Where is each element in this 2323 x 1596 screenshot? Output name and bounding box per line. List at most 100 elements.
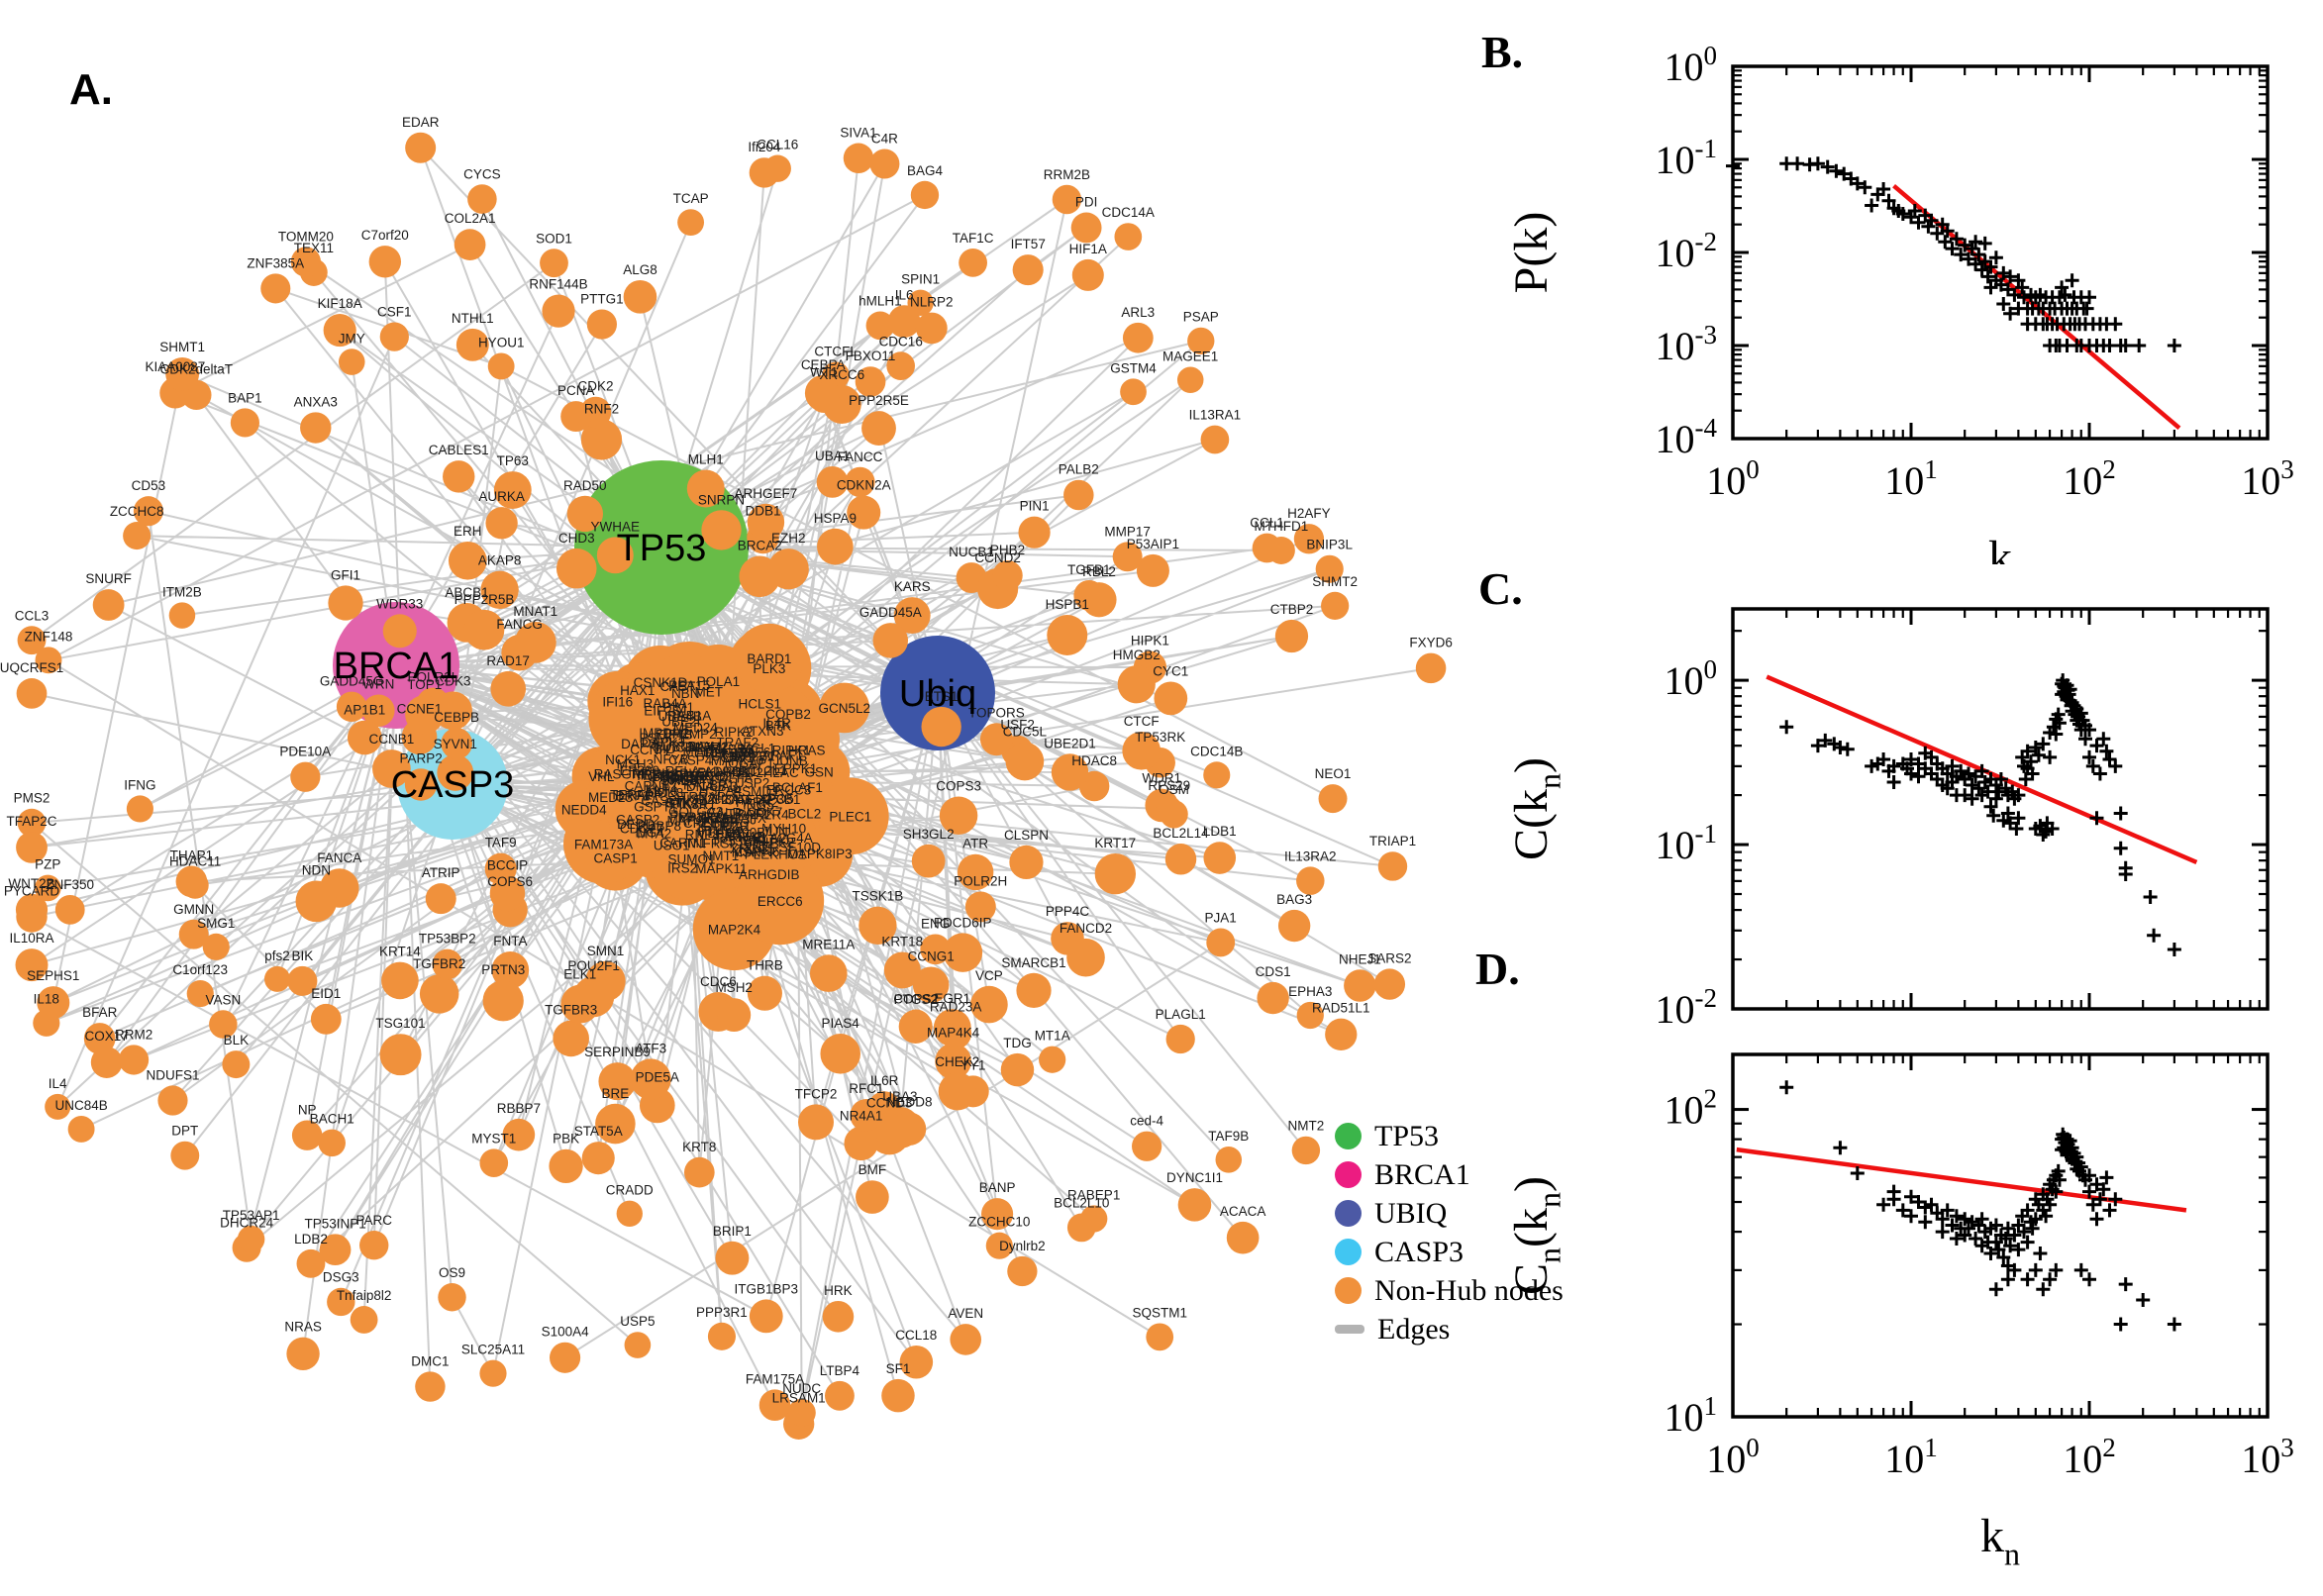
gene-label: HDAC11	[169, 854, 221, 869]
gene-label: H2AFX	[724, 811, 767, 826]
gene-label: LRSAM1	[772, 1391, 826, 1406]
non-hub-node	[1206, 928, 1236, 957]
non-hub-node	[921, 706, 961, 748]
gene-label: BRF1	[616, 789, 651, 804]
gene-label: TOPORS	[968, 705, 1025, 720]
non-hub-node	[123, 522, 152, 550]
non-hub-node	[596, 537, 634, 574]
gene-label: PPP2R5B	[454, 592, 515, 607]
gene-label: MET	[695, 684, 724, 699]
gene-label: ZCCHC8	[110, 504, 164, 519]
gene-label: hMLH1	[858, 294, 902, 309]
non-hub-node	[844, 1126, 878, 1161]
gene-label: TSG101	[375, 1016, 425, 1031]
non-hub-node	[286, 1337, 320, 1371]
non-hub-node	[382, 614, 417, 648]
gene-label: BRE	[602, 1086, 630, 1101]
non-hub-node	[1344, 969, 1376, 1002]
non-hub-node	[701, 510, 742, 550]
non-hub-node	[17, 626, 47, 655]
gene-label: HSPA9	[814, 511, 857, 526]
gene-label: BMX	[715, 828, 744, 843]
axis-ticks	[1731, 609, 2270, 1011]
non-hub-node	[1005, 742, 1045, 781]
non-hub-node	[432, 948, 463, 980]
legend-label: UBIQ	[1374, 1196, 1448, 1230]
non-hub-node	[707, 1322, 736, 1350]
non-hub-node	[514, 621, 556, 663]
gene-label: PMS2	[14, 791, 50, 806]
non-hub-node	[263, 965, 291, 992]
gene-label: MSH3	[617, 756, 655, 771]
gene-label: LTBP4	[820, 1363, 860, 1378]
non-hub-node	[1120, 378, 1147, 406]
non-hub-node	[467, 184, 497, 214]
non-hub-node	[1187, 327, 1215, 355]
non-hub-node	[843, 143, 874, 174]
gene-label: MDM2	[689, 740, 729, 754]
gene-label: Tnfaip8l2	[337, 1288, 392, 1303]
gene-label: CLSPN	[1004, 828, 1049, 843]
gene-label: HIST2H3A	[676, 792, 741, 807]
gene-label: PIK3R1	[670, 797, 717, 812]
non-hub-node	[479, 1148, 509, 1177]
non-hub-node	[165, 357, 200, 391]
gene-label: AP2B1	[734, 748, 775, 763]
gene-label: AP1B1	[344, 703, 385, 718]
non-hub-node	[847, 495, 881, 530]
tick-label: 10-2	[1656, 983, 1718, 1025]
plot-frame	[1731, 607, 2270, 1011]
non-hub-node	[336, 691, 367, 723]
non-hub-node	[817, 528, 854, 565]
gene-label: SLC27A6	[695, 792, 753, 807]
tick-label: 101	[1884, 1433, 1938, 1481]
non-hub-node	[33, 1009, 60, 1037]
non-hub-node	[379, 322, 409, 351]
panel-label-b: B.	[1481, 27, 1524, 77]
gene-label: SOD1	[536, 231, 572, 246]
gene-label: ETS1	[925, 689, 959, 704]
gene-label: CDK2	[577, 379, 613, 394]
gene-label: MRE11A	[802, 937, 855, 951]
non-hub-node	[715, 1241, 750, 1275]
gene-label: USP2	[735, 776, 769, 791]
gene-label: NBN	[671, 686, 700, 701]
non-hub-node	[1122, 731, 1162, 770]
gene-label: CAV1	[720, 750, 754, 765]
non-hub-node	[1177, 1188, 1212, 1222]
non-hub-node	[856, 1180, 889, 1214]
gene-label: ERCC3	[766, 783, 812, 798]
non-hub-node	[677, 209, 705, 237]
tick-label: 100	[1706, 1433, 1760, 1481]
gene-label: H2AFY	[1287, 506, 1331, 521]
non-hub-node	[67, 1115, 95, 1143]
tick-label: 10-1	[1656, 819, 1718, 867]
gene-label: MAP4K4	[927, 1026, 980, 1041]
gene-label: NRAS	[284, 1320, 322, 1335]
gene-label: CHEK2	[935, 1054, 979, 1069]
non-hub-node	[901, 1009, 932, 1040]
gene-label: NR4A1	[840, 1109, 883, 1124]
gene-label: KIF18A	[318, 296, 362, 311]
non-hub-node	[743, 822, 808, 886]
non-hub-node	[83, 1023, 116, 1054]
non-hub-node	[425, 883, 456, 915]
gene-label: CDK7	[747, 805, 782, 820]
non-hub-node	[175, 865, 208, 898]
gene-label: TFAP2C	[6, 814, 56, 829]
gene-label: COPS2	[893, 992, 939, 1007]
gene-label: S100A4	[542, 1325, 590, 1340]
gene-label: IL13RA1	[1189, 408, 1242, 423]
non-hub-node	[872, 623, 909, 658]
gene-label: C7orf20	[361, 228, 409, 243]
tick-label: 103	[2241, 1433, 2294, 1481]
non-hub-node	[230, 408, 259, 438]
non-hub-node	[118, 1045, 150, 1075]
non-hub-node	[624, 1332, 652, 1358]
non-hub-node	[1203, 842, 1237, 874]
gene-label: BARD1	[747, 651, 791, 666]
non-hub-node	[683, 1156, 715, 1188]
non-hub-node	[1277, 909, 1311, 943]
gene-label: EID1	[311, 986, 341, 1001]
